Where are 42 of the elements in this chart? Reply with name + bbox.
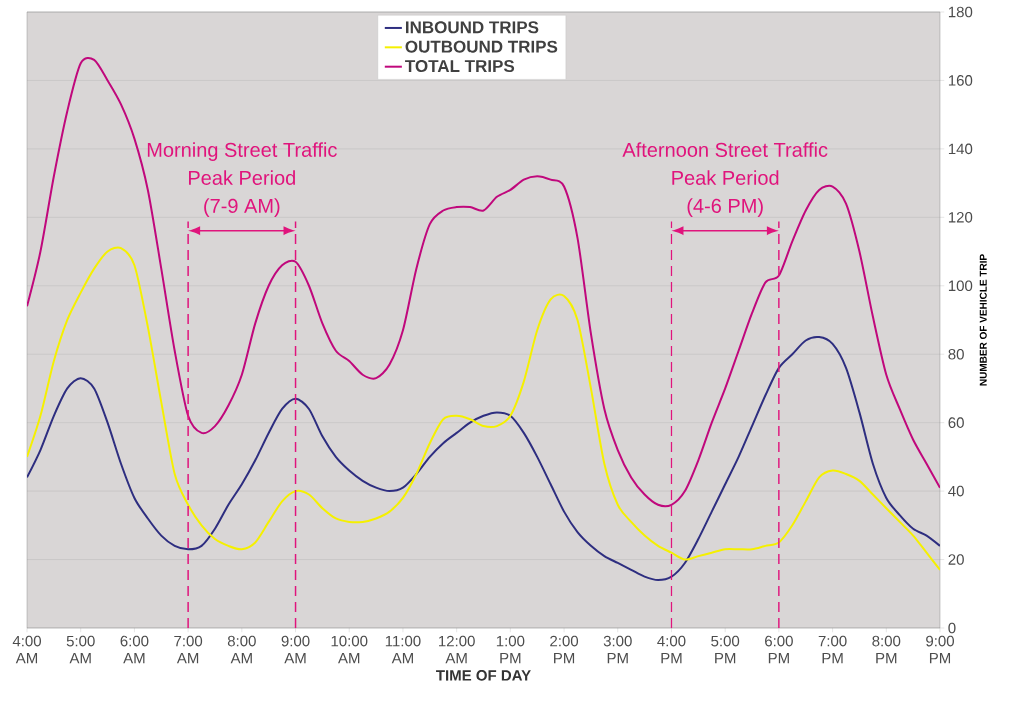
y-tick-label: 20 (948, 554, 964, 565)
x-tick-label: 7:00 PM (818, 635, 847, 664)
x-tick-label: 12:00 AM (439, 635, 475, 664)
x-tick-label: 8:00 AM (227, 635, 256, 664)
y-tick-label: 100 (948, 280, 973, 292)
annotation: Morning Street Traffic (147, 142, 337, 161)
legend-label: TOTAL TRIPS (405, 60, 515, 73)
x-tick-label: 11:00 AM (385, 635, 421, 664)
x-tick-label: 1:00 PM (496, 635, 525, 664)
x-tick-label: 2:00 PM (550, 635, 579, 664)
x-tick-label: 9:00 PM (926, 635, 954, 664)
x-tick-label: 6:00 AM (120, 635, 149, 664)
line-series (27, 247, 940, 571)
x-tick-label: 3:00 PM (603, 635, 632, 664)
x-tick-label: 10:00 AM (331, 635, 368, 664)
x-tick-label: 8:00 PM (872, 635, 901, 664)
legend-label: INBOUND TRIPS (406, 21, 539, 34)
y-tick-label: 140 (948, 143, 973, 155)
line-series (27, 336, 940, 582)
x-axis-title: TIME OF DAY (436, 670, 531, 681)
x-tick-label: 5:00 AM (66, 635, 95, 664)
y-axis-title: NUMBER OF VEHICLE TRIP (979, 254, 987, 386)
annotation: (4-6 PM) (687, 198, 763, 217)
x-tick-label: 7:00 AM (174, 635, 203, 664)
y-tick-label: 60 (948, 417, 964, 428)
annotation: (7-9 AM) (204, 198, 280, 217)
x-tick-label: 9:00 AM (281, 635, 310, 664)
y-tick-label: 120 (948, 212, 973, 223)
y-tick-label: 160 (948, 75, 973, 86)
x-tick-label: 4:00 AM (12, 635, 42, 664)
y-tick-label: 180 (948, 6, 973, 18)
x-tick-label: 4:00 PM (657, 635, 686, 664)
line-series (27, 58, 940, 507)
annotation: Afternoon Street Traffic (622, 142, 828, 157)
legend-label: OUTBOUND TRIPS (405, 40, 558, 53)
y-tick-label: 80 (948, 348, 964, 360)
y-tick-label: 40 (948, 485, 964, 497)
y-tick-label: 0 (948, 622, 956, 634)
annotation: Peak Period (672, 170, 779, 185)
x-tick-label: 5:00 PM (711, 635, 740, 664)
x-tick-label: 6:00 PM (765, 635, 793, 664)
annotation: Peak Period (189, 170, 295, 185)
